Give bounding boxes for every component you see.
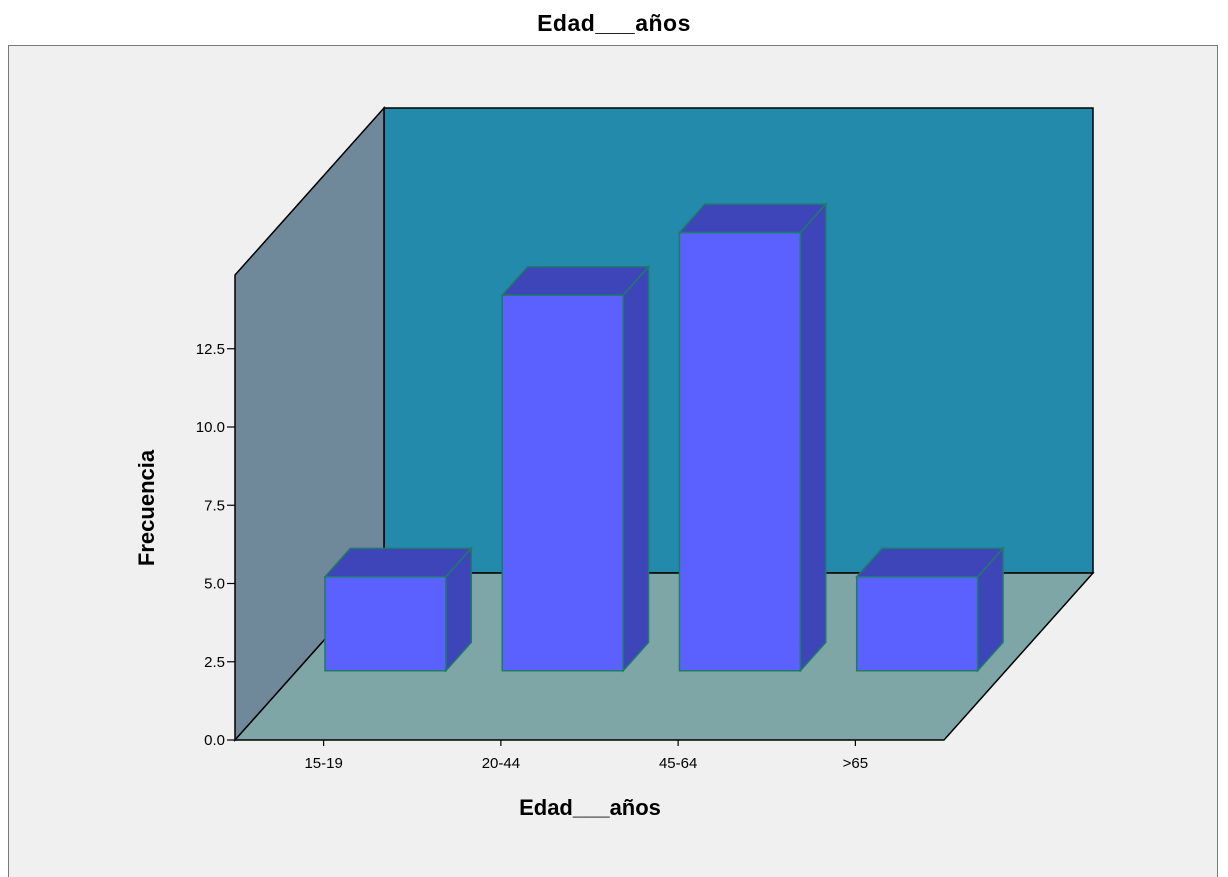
bar-front: [501, 294, 624, 672]
x-axis: 15-19 20-44 45-64 >65: [304, 740, 868, 772]
x-tick-label: >65: [843, 755, 868, 772]
x-tick-label: 45-64: [659, 755, 697, 772]
bar-3: [855, 546, 1005, 673]
y-tick-label: 7.5: [204, 497, 225, 514]
bar-front: [324, 576, 447, 672]
bar-side: [622, 264, 650, 673]
bar-front: [855, 576, 979, 672]
y-axis-title: Frecuencia: [134, 449, 159, 566]
y-tick-label: 10.0: [196, 419, 225, 436]
x-tick-label: 20-44: [482, 755, 520, 772]
y-tick-label: 2.5: [204, 654, 225, 671]
bar-1: [500, 264, 651, 673]
y-tick-label: 0.0: [204, 732, 225, 749]
chart-title: Edad___años: [537, 10, 691, 36]
x-tick-label: 15-19: [304, 755, 342, 772]
x-axis-title: Edad___años: [519, 795, 661, 820]
y-axis: 0.0 2.5 5.0 7.5 10.0 12.5: [196, 341, 235, 749]
y-tick-label: 5.0: [204, 576, 225, 593]
bar-0: [323, 546, 473, 673]
bars: [323, 202, 1005, 673]
bar-side: [799, 202, 827, 673]
bar-front: [678, 231, 802, 672]
bar-2: [677, 202, 828, 673]
y-tick-label: 12.5: [196, 341, 225, 358]
bar-side: [445, 546, 473, 673]
bar-side: [976, 546, 1004, 673]
